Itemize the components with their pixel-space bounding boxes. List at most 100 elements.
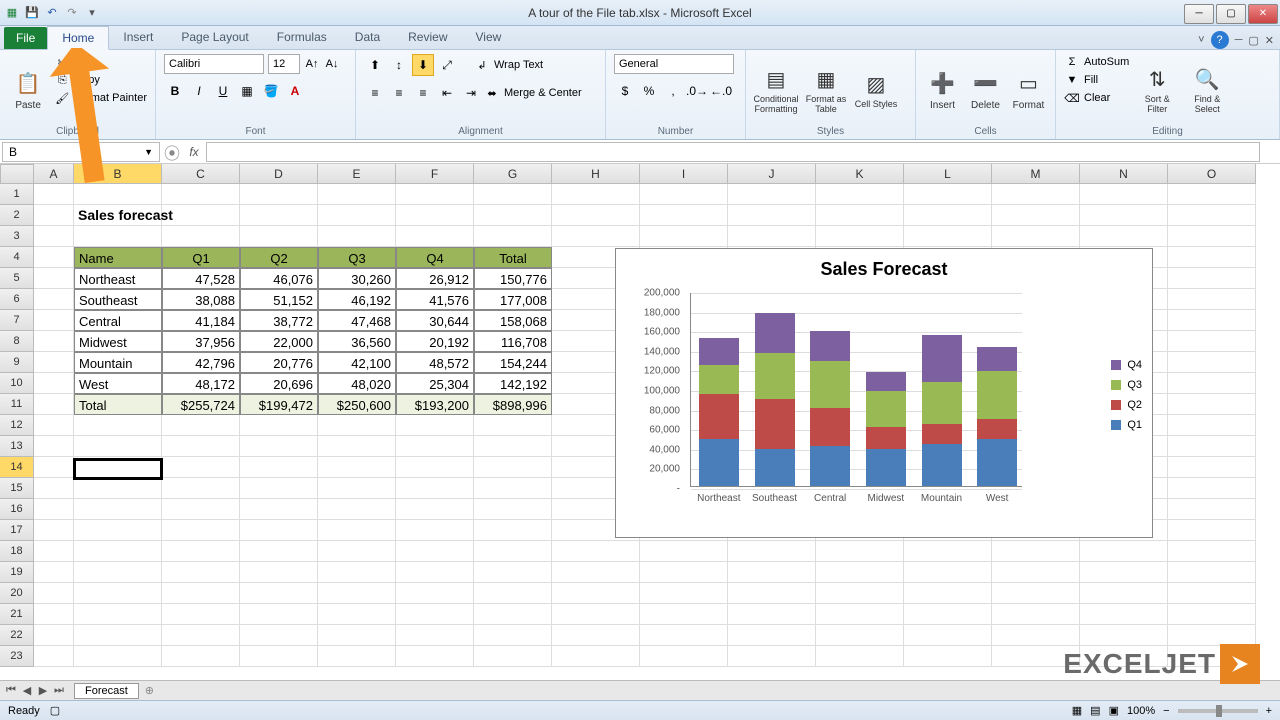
row-header-12[interactable]: 12 (0, 415, 34, 436)
cell-D21[interactable] (240, 604, 318, 625)
cell-O16[interactable] (1168, 499, 1256, 520)
cell-K22[interactable] (816, 625, 904, 646)
cell-G5[interactable]: 150,776 (474, 268, 552, 289)
cell-F17[interactable] (396, 520, 474, 541)
window-restore-icon[interactable]: ▢ (1248, 34, 1258, 47)
cell-L18[interactable] (904, 541, 992, 562)
cell-B19[interactable] (74, 562, 162, 583)
cell-A18[interactable] (34, 541, 74, 562)
cell-M20[interactable] (992, 583, 1080, 604)
cell-C9[interactable]: 42,796 (162, 352, 240, 373)
cell-D9[interactable]: 20,776 (240, 352, 318, 373)
tab-formulas[interactable]: Formulas (263, 26, 341, 49)
cell-I2[interactable] (640, 205, 728, 226)
copy-button[interactable]: ⎘Copy (54, 72, 147, 88)
cell-B4[interactable]: Name (74, 247, 162, 268)
cell-D13[interactable] (240, 436, 318, 457)
cell-E6[interactable]: 46,192 (318, 289, 396, 310)
number-format-select[interactable] (614, 54, 734, 74)
sheet-tab-forecast[interactable]: Forecast (74, 683, 139, 699)
cell-G12[interactable] (474, 415, 552, 436)
row-header-16[interactable]: 16 (0, 499, 34, 520)
cell-C13[interactable] (162, 436, 240, 457)
cell-N19[interactable] (1080, 562, 1168, 583)
cell-N22[interactable] (1080, 625, 1168, 646)
cell-F20[interactable] (396, 583, 474, 604)
cell-A17[interactable] (34, 520, 74, 541)
fx-icon[interactable]: fx (182, 145, 206, 159)
name-box-dropdown-icon[interactable]: ▼ (144, 147, 153, 157)
cell-A3[interactable] (34, 226, 74, 247)
cell-G3[interactable] (474, 226, 552, 247)
cell-E5[interactable]: 30,260 (318, 268, 396, 289)
cell-E9[interactable]: 42,100 (318, 352, 396, 373)
zoom-slider[interactable] (1178, 709, 1258, 713)
cell-O3[interactable] (1168, 226, 1256, 247)
cell-B11[interactable]: Total (74, 394, 162, 415)
cell-F5[interactable]: 26,912 (396, 268, 474, 289)
cell-C4[interactable]: Q1 (162, 247, 240, 268)
page-layout-view-button[interactable]: ▤ (1090, 704, 1100, 717)
cell-H18[interactable] (552, 541, 640, 562)
cell-F1[interactable] (396, 184, 474, 205)
name-box[interactable]: B▼ (2, 142, 160, 162)
cell-F13[interactable] (396, 436, 474, 457)
cell-C16[interactable] (162, 499, 240, 520)
cell-O17[interactable] (1168, 520, 1256, 541)
cell-O10[interactable] (1168, 373, 1256, 394)
cell-C10[interactable]: 48,172 (162, 373, 240, 394)
cell-B15[interactable] (74, 478, 162, 499)
cell-F4[interactable]: Q4 (396, 247, 474, 268)
row-header-9[interactable]: 9 (0, 352, 34, 373)
cell-F7[interactable]: 30,644 (396, 310, 474, 331)
insert-cells-button[interactable]: ➕Insert (924, 54, 961, 124)
cell-A9[interactable] (34, 352, 74, 373)
align-bottom-button[interactable]: ⬇ (412, 54, 434, 76)
cell-D3[interactable] (240, 226, 318, 247)
conditional-formatting-button[interactable]: ▤Conditional Formatting (754, 54, 798, 124)
cell-C6[interactable]: 38,088 (162, 289, 240, 310)
format-as-table-button[interactable]: ▦Format as Table (804, 54, 848, 124)
cell-L2[interactable] (904, 205, 992, 226)
tab-review[interactable]: Review (394, 26, 461, 49)
cell-D18[interactable] (240, 541, 318, 562)
cell-B18[interactable] (74, 541, 162, 562)
cell-C2[interactable] (162, 205, 240, 226)
cell-A5[interactable] (34, 268, 74, 289)
cell-I21[interactable] (640, 604, 728, 625)
file-tab[interactable]: File (4, 27, 47, 49)
cell-E17[interactable] (318, 520, 396, 541)
column-header-F[interactable]: F (396, 164, 474, 184)
cell-A22[interactable] (34, 625, 74, 646)
cell-D1[interactable] (240, 184, 318, 205)
cell-H21[interactable] (552, 604, 640, 625)
cell-D23[interactable] (240, 646, 318, 667)
cell-B17[interactable] (74, 520, 162, 541)
tab-page-layout[interactable]: Page Layout (167, 26, 262, 49)
cell-A12[interactable] (34, 415, 74, 436)
column-header-M[interactable]: M (992, 164, 1080, 184)
row-header-19[interactable]: 19 (0, 562, 34, 583)
sort-filter-button[interactable]: ⇅Sort & Filter (1135, 54, 1179, 124)
cell-M22[interactable] (992, 625, 1080, 646)
orientation-button[interactable]: ⤢ (436, 54, 458, 76)
row-header-21[interactable]: 21 (0, 604, 34, 625)
cell-H20[interactable] (552, 583, 640, 604)
cell-B8[interactable]: Midwest (74, 331, 162, 352)
cell-C23[interactable] (162, 646, 240, 667)
cell-E19[interactable] (318, 562, 396, 583)
cell-F8[interactable]: 20,192 (396, 331, 474, 352)
cell-L19[interactable] (904, 562, 992, 583)
format-cells-button[interactable]: ▭Format (1010, 54, 1047, 124)
cell-F14[interactable] (396, 457, 474, 478)
tab-data[interactable]: Data (341, 26, 394, 49)
cell-G23[interactable] (474, 646, 552, 667)
window-min-icon[interactable]: ─ (1235, 34, 1243, 46)
cell-K19[interactable] (816, 562, 904, 583)
cell-G15[interactable] (474, 478, 552, 499)
increase-decimal-button[interactable]: .0→ (686, 80, 708, 102)
cell-H22[interactable] (552, 625, 640, 646)
cell-B10[interactable]: West (74, 373, 162, 394)
cell-K1[interactable] (816, 184, 904, 205)
column-header-D[interactable]: D (240, 164, 318, 184)
